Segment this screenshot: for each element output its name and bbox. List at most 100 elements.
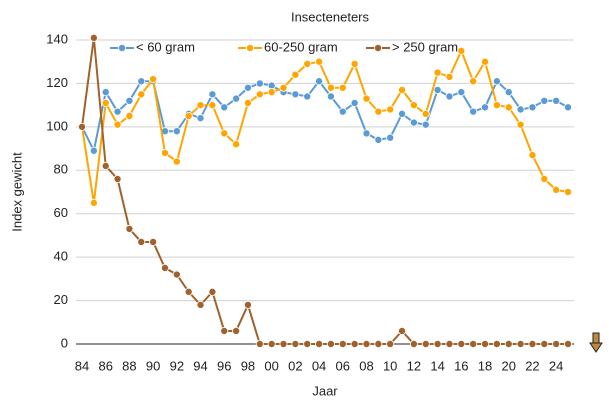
legend-label: > 250 gram bbox=[392, 39, 458, 54]
marker bbox=[374, 107, 383, 116]
marker bbox=[528, 151, 537, 160]
marker bbox=[516, 120, 525, 129]
marker bbox=[137, 77, 146, 86]
marker bbox=[243, 83, 252, 92]
marker bbox=[469, 107, 478, 116]
marker bbox=[409, 118, 418, 127]
marker bbox=[208, 90, 217, 99]
y-tick-label: 100 bbox=[46, 118, 68, 133]
legend-marker bbox=[373, 44, 382, 53]
chart-title: Insecteneters bbox=[291, 9, 370, 24]
x-tick-label: 06 bbox=[336, 358, 350, 373]
marker bbox=[303, 339, 312, 348]
marker bbox=[362, 339, 371, 348]
x-tick-label: 84 bbox=[75, 358, 89, 373]
marker bbox=[398, 85, 407, 94]
marker bbox=[350, 339, 359, 348]
marker bbox=[208, 287, 217, 296]
x-tick-label: 94 bbox=[193, 358, 207, 373]
marker bbox=[184, 287, 193, 296]
marker bbox=[232, 140, 241, 149]
marker bbox=[172, 127, 181, 136]
x-tick-label: 98 bbox=[241, 358, 255, 373]
marker bbox=[137, 90, 146, 99]
marker bbox=[160, 263, 169, 272]
marker bbox=[291, 339, 300, 348]
marker bbox=[421, 120, 430, 129]
marker bbox=[492, 101, 501, 110]
marker bbox=[125, 96, 134, 105]
x-tick-label: 04 bbox=[312, 358, 326, 373]
y-tick-label: 40 bbox=[54, 249, 68, 264]
marker bbox=[504, 88, 513, 97]
marker bbox=[291, 90, 300, 99]
marker bbox=[398, 109, 407, 118]
x-tick-label: 02 bbox=[288, 358, 302, 373]
marker bbox=[445, 72, 454, 81]
marker bbox=[101, 88, 110, 97]
marker bbox=[481, 57, 490, 66]
marker bbox=[149, 75, 158, 84]
marker bbox=[433, 339, 442, 348]
marker bbox=[469, 77, 478, 86]
marker bbox=[255, 79, 264, 88]
marker bbox=[457, 46, 466, 55]
marker bbox=[232, 94, 241, 103]
marker bbox=[160, 148, 169, 157]
x-tick-label: 24 bbox=[549, 358, 563, 373]
y-tick-label: 120 bbox=[46, 75, 68, 90]
marker bbox=[445, 339, 454, 348]
y-tick-label: 0 bbox=[61, 335, 68, 350]
marker bbox=[516, 339, 525, 348]
x-tick-label: 00 bbox=[264, 358, 278, 373]
marker bbox=[338, 107, 347, 116]
marker bbox=[125, 224, 134, 233]
series-line bbox=[81, 48, 569, 204]
marker bbox=[552, 339, 561, 348]
marker bbox=[374, 339, 383, 348]
marker bbox=[279, 339, 288, 348]
y-tick-label: 60 bbox=[54, 205, 68, 220]
marker bbox=[409, 101, 418, 110]
marker bbox=[172, 270, 181, 279]
marker bbox=[386, 133, 395, 142]
marker bbox=[564, 103, 573, 112]
x-tick-label: 92 bbox=[170, 358, 184, 373]
marker bbox=[267, 339, 276, 348]
marker bbox=[433, 85, 442, 94]
marker bbox=[89, 198, 98, 207]
marker bbox=[564, 187, 573, 196]
marker bbox=[89, 146, 98, 155]
marker bbox=[481, 339, 490, 348]
marker bbox=[149, 237, 158, 246]
x-tick-label: 96 bbox=[217, 358, 231, 373]
marker bbox=[125, 112, 134, 121]
marker bbox=[504, 103, 513, 112]
marker bbox=[338, 339, 347, 348]
marker bbox=[516, 105, 525, 114]
series-line bbox=[81, 79, 569, 154]
arrow-icon bbox=[589, 332, 603, 353]
marker bbox=[196, 101, 205, 110]
marker bbox=[243, 98, 252, 107]
marker bbox=[113, 120, 122, 129]
marker bbox=[433, 68, 442, 77]
marker bbox=[350, 59, 359, 68]
marker bbox=[445, 92, 454, 101]
marker bbox=[481, 103, 490, 112]
marker bbox=[326, 92, 335, 101]
marker bbox=[89, 33, 98, 42]
marker bbox=[338, 83, 347, 92]
marker bbox=[101, 98, 110, 107]
x-tick-label: 08 bbox=[359, 358, 373, 373]
legend-marker bbox=[245, 44, 254, 53]
x-tick-label: 16 bbox=[454, 358, 468, 373]
x-tick-label: 12 bbox=[407, 358, 421, 373]
marker bbox=[196, 300, 205, 309]
marker bbox=[196, 114, 205, 123]
marker bbox=[315, 339, 324, 348]
marker bbox=[421, 109, 430, 118]
marker bbox=[552, 185, 561, 194]
marker bbox=[457, 339, 466, 348]
